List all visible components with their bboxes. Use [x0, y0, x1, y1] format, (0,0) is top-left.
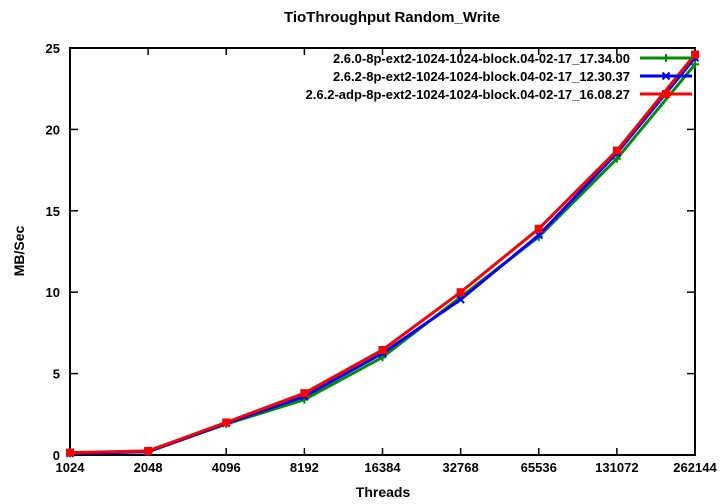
square-marker-icon	[300, 389, 309, 398]
y-tick-label: 15	[46, 204, 60, 219]
legend: 2.6.0-8p-ext2-1024-1024-block.04-02-17_1…	[306, 51, 692, 102]
legend-label-series-1: 2.6.2-8p-ext2-1024-1024-block.04-02-17_1…	[333, 69, 630, 84]
x-tick-label: 131072	[595, 460, 638, 475]
y-tick-label: 20	[46, 122, 60, 137]
cross-marker-icon	[534, 231, 543, 240]
square-marker-icon	[222, 418, 231, 427]
x-tick-label: 262144	[673, 460, 717, 475]
square-marker-icon	[456, 288, 465, 297]
x-axis-label: Threads	[356, 484, 411, 500]
series-layer	[65, 50, 700, 458]
square-marker-icon	[691, 50, 699, 59]
cross-marker-icon	[661, 71, 671, 81]
x-tick-label: 8192	[290, 460, 319, 475]
cross-marker-icon	[456, 295, 465, 304]
y-tick-label: 5	[53, 367, 60, 382]
square-marker-icon	[378, 345, 387, 354]
y-tick-label: 10	[46, 285, 60, 300]
legend-label-series-0: 2.6.0-8p-ext2-1024-1024-block.04-02-17_1…	[333, 51, 630, 66]
series-line-0	[69, 63, 697, 455]
plus-marker-icon	[662, 54, 670, 62]
legend-samples	[640, 54, 692, 98]
square-marker-icon	[662, 90, 670, 98]
series-line-1	[69, 56, 697, 455]
ticks-layer: 1024 2048 4096 8192 16384 32768 65536 131072 262…	[46, 41, 718, 475]
plus-marker-icon	[691, 60, 699, 69]
x-tick-label: 16384	[364, 460, 401, 475]
x-tick-label: 65536	[521, 460, 557, 475]
series-line-2	[69, 53, 697, 455]
plot-border	[69, 47, 696, 456]
x-tick-label: 2048	[134, 460, 163, 475]
x-tick-label: 4096	[212, 460, 241, 475]
plus-marker-icon	[612, 154, 621, 163]
x-tick-label: 32768	[443, 460, 479, 475]
y-axis-label: MB/Sec	[11, 226, 27, 277]
y-tick-label: 0	[53, 448, 60, 463]
x-tick-label: 1024	[56, 460, 86, 475]
square-marker-icon	[144, 446, 153, 455]
y-tick-label: 25	[46, 41, 60, 56]
legend-label-series-2: 2.6.2-adp-8p-ext2-1024-1024-block.04-02-…	[306, 87, 630, 102]
square-marker-icon	[612, 146, 621, 155]
chart-title: TioThroughput Random_Write	[284, 9, 500, 26]
square-marker-icon	[534, 224, 543, 233]
square-marker-icon	[66, 448, 74, 457]
